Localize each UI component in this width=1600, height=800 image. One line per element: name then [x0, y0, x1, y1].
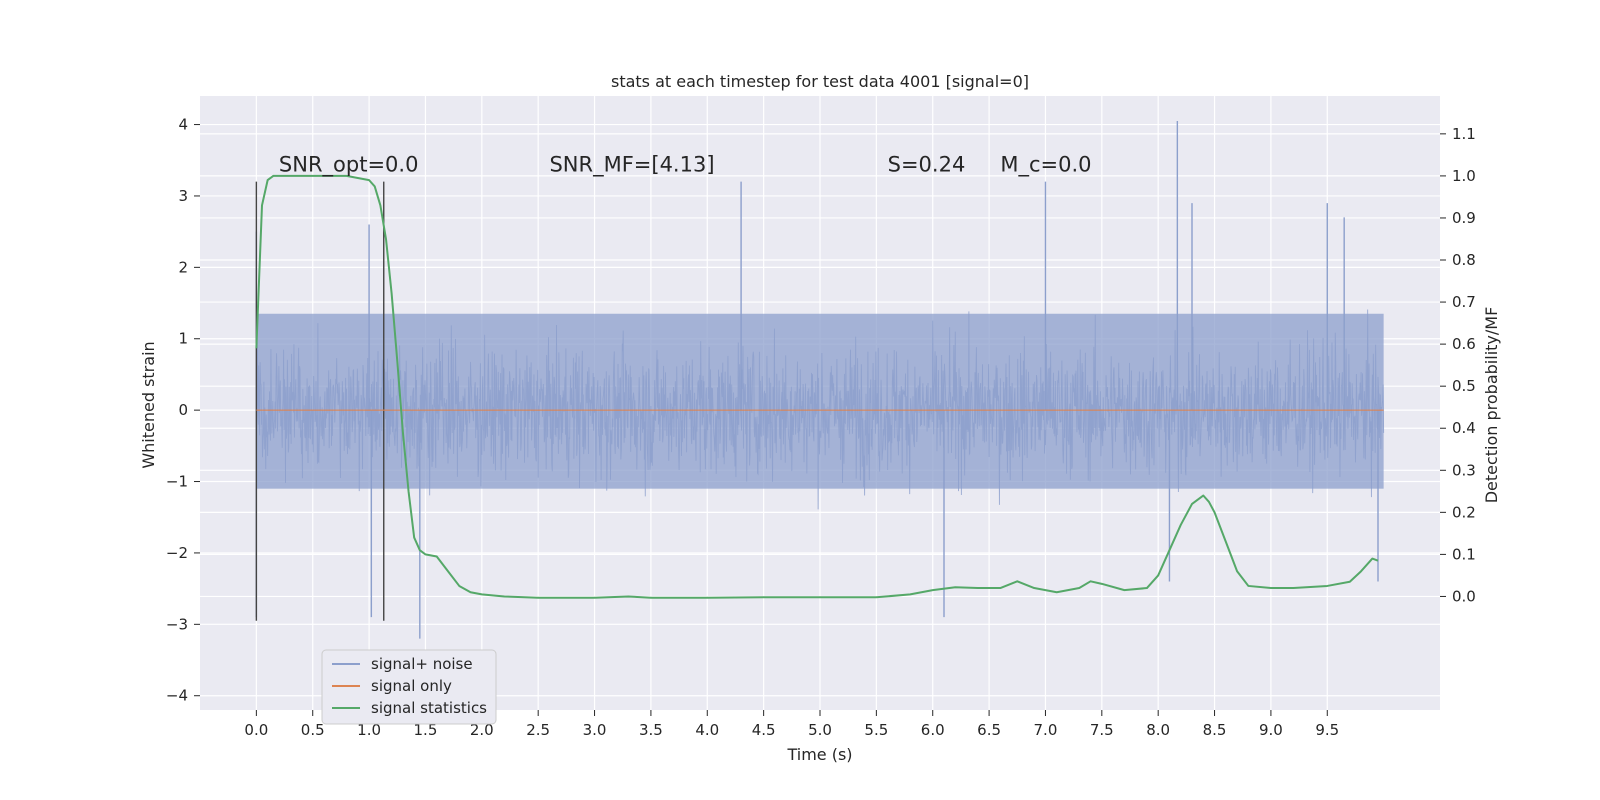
y-tick-label-right: 0.7 — [1452, 293, 1476, 311]
x-axis-ticks: 0.0 0.5 1.0 1.5 2.0 2.5 3.0 3.5 4.0 4.5 5.0 5.5 6.0 6… — [244, 710, 1339, 739]
x-tick-label: 1.0 — [357, 721, 381, 739]
y-tick-label-right: 1.0 — [1452, 167, 1476, 185]
y-tick-label-right: 0.2 — [1452, 503, 1476, 521]
x-tick-label: 9.5 — [1315, 721, 1339, 739]
y-axis-label-left: Whitened strain — [139, 341, 158, 468]
x-tick-label: 7.0 — [1034, 721, 1058, 739]
x-tick-label: 6.0 — [921, 721, 945, 739]
y-tick-label-right: 0.4 — [1452, 419, 1476, 437]
legend: signal+ noise signal only signal statistic… — [321, 649, 497, 725]
y-tick-label-right: 0.8 — [1452, 251, 1476, 269]
y-tick-label-left: 0 — [178, 401, 188, 419]
annotation-text: M_c=0.0 — [1000, 153, 1091, 178]
x-tick-label: 5.0 — [808, 721, 832, 739]
annotations: SNR_opt=0.0 SNR_MF=[4.13] S=0.24 M_c=0.0 — [279, 153, 1092, 178]
x-tick-label: 7.5 — [1090, 721, 1114, 739]
chart-title: stats at each timestep for test data 400… — [611, 72, 1029, 91]
y-tick-label-right: 0.3 — [1452, 461, 1476, 479]
y-tick-label-left: 4 — [178, 116, 188, 134]
y-tick-label-right: 0.0 — [1452, 587, 1476, 605]
noise-band — [256, 313, 1384, 489]
y-tick-label-left: −1 — [166, 473, 188, 491]
y-tick-label-right: 1.1 — [1452, 125, 1476, 143]
x-tick-label: 1.5 — [414, 721, 438, 739]
annotation-text: SNR_opt=0.0 — [279, 153, 419, 178]
x-tick-label: 9.0 — [1259, 721, 1283, 739]
y-axis-label-right: Detection probability/MF — [1482, 307, 1501, 504]
signal-statistics-line — [255, 174, 1379, 599]
x-tick-label: 0.5 — [301, 721, 325, 739]
x-tick-label: 3.5 — [639, 721, 663, 739]
y-axis-ticks-left: −4 −3 −2 −1 0 1 2 3 4 — [166, 116, 200, 705]
legend-label: signal only — [371, 677, 452, 695]
x-tick-label: 4.5 — [752, 721, 776, 739]
x-tick-label: 5.5 — [864, 721, 888, 739]
x-tick-label: 3.0 — [583, 721, 607, 739]
y-tick-label-left: 2 — [178, 258, 188, 276]
x-tick-label: 8.0 — [1146, 721, 1170, 739]
x-tick-label: 6.5 — [977, 721, 1001, 739]
y-axis-ticks-right: 0.0 0.1 0.2 0.3 0.4 0.5 0.6 0.7 0.8 0.9 1.0 1.1 — [1440, 125, 1476, 605]
x-tick-label: 4.0 — [695, 721, 719, 739]
vertical-markers — [255, 181, 385, 621]
x-axis-label: Time (s) — [786, 745, 852, 764]
signal-noise-series — [255, 120, 1385, 639]
y-tick-label-left: −2 — [166, 544, 188, 562]
y-tick-label-right: 0.1 — [1452, 545, 1476, 563]
annotation-text: SNR_MF=[4.13] — [549, 153, 714, 178]
signal-statistics-series — [255, 174, 1379, 599]
y-tick-label-left: 1 — [178, 330, 188, 348]
legend-label: signal+ noise — [371, 655, 473, 673]
x-tick-label: 8.5 — [1203, 721, 1227, 739]
legend-box — [321, 649, 497, 725]
x-tick-label: 2.0 — [470, 721, 494, 739]
annotation-text: S=0.24 — [888, 153, 966, 177]
y-tick-label-right: 0.6 — [1452, 335, 1476, 353]
x-tick-label: 0.0 — [244, 721, 268, 739]
y-tick-label-left: −3 — [166, 615, 188, 633]
y-tick-label-right: 0.9 — [1452, 209, 1476, 227]
x-tick-label: 2.5 — [526, 721, 550, 739]
y-tick-label-right: 0.5 — [1452, 377, 1476, 395]
legend-label: signal statistics — [371, 699, 487, 717]
y-tick-label-left: −4 — [166, 687, 188, 705]
y-tick-label-left: 3 — [178, 187, 188, 205]
